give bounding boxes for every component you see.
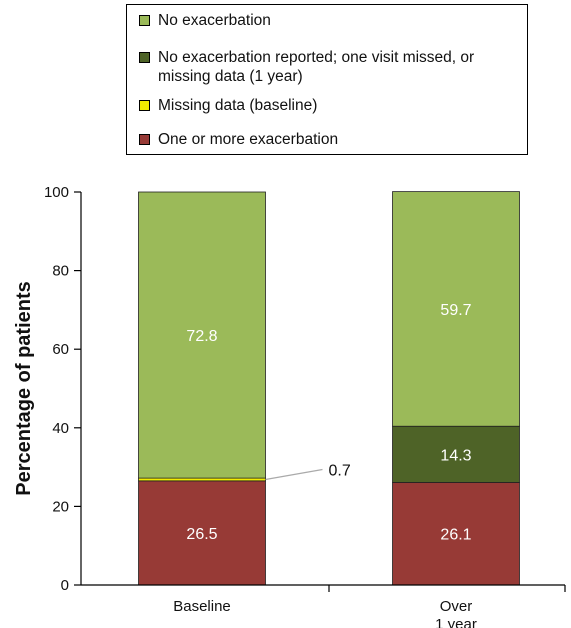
x-tick-label: Over 1 year xyxy=(435,598,477,628)
bar-segment xyxy=(392,191,520,427)
legend-item-no-exacerbation: No exacerbation xyxy=(139,11,518,30)
legend-label: Missing data (baseline) xyxy=(158,97,318,114)
x-tick-label: Baseline xyxy=(173,598,231,615)
y-axis-title: Percentage of patients xyxy=(13,281,35,496)
y-tick-label: 80 xyxy=(52,263,69,280)
legend-item-one-or-more-exacerbation: One or more exacerbation xyxy=(139,130,518,149)
y-tick-label: 20 xyxy=(52,498,69,515)
data-label: 26.5 xyxy=(186,526,217,543)
y-tick-label: 60 xyxy=(52,341,69,358)
legend-swatch xyxy=(139,100,150,111)
data-label: 72.8 xyxy=(186,328,217,345)
data-label: 26.1 xyxy=(440,527,471,544)
bar-segment xyxy=(138,477,266,482)
legend-item-missing-data-baseline: Missing data (baseline) xyxy=(139,96,518,115)
chart-legend: No exacerbation No exacerbation reported… xyxy=(126,4,528,155)
legend-swatch xyxy=(139,15,150,26)
callout-line xyxy=(265,468,323,481)
bar-segment xyxy=(392,482,520,586)
legend-swatch xyxy=(139,134,150,145)
legend-swatch xyxy=(139,52,150,63)
callout-label: 0.7 xyxy=(329,462,351,479)
legend-label: One or more exacerbation xyxy=(158,131,339,148)
data-label: 59.7 xyxy=(440,302,471,319)
y-tick-label: 0 xyxy=(61,577,69,594)
bar-segment xyxy=(138,191,266,479)
legend-label: No exacerbation xyxy=(158,12,271,29)
y-tick-label: 100 xyxy=(44,184,69,201)
bar-segment xyxy=(392,425,520,483)
data-label: 14.3 xyxy=(440,447,471,464)
bar-segment xyxy=(138,480,266,586)
legend-label: No exacerbation reported; one visit miss… xyxy=(158,49,475,85)
legend-item-no-exacerbation-reported: No exacerbation reported; one visit miss… xyxy=(139,48,518,86)
y-tick-label: 40 xyxy=(52,420,69,437)
